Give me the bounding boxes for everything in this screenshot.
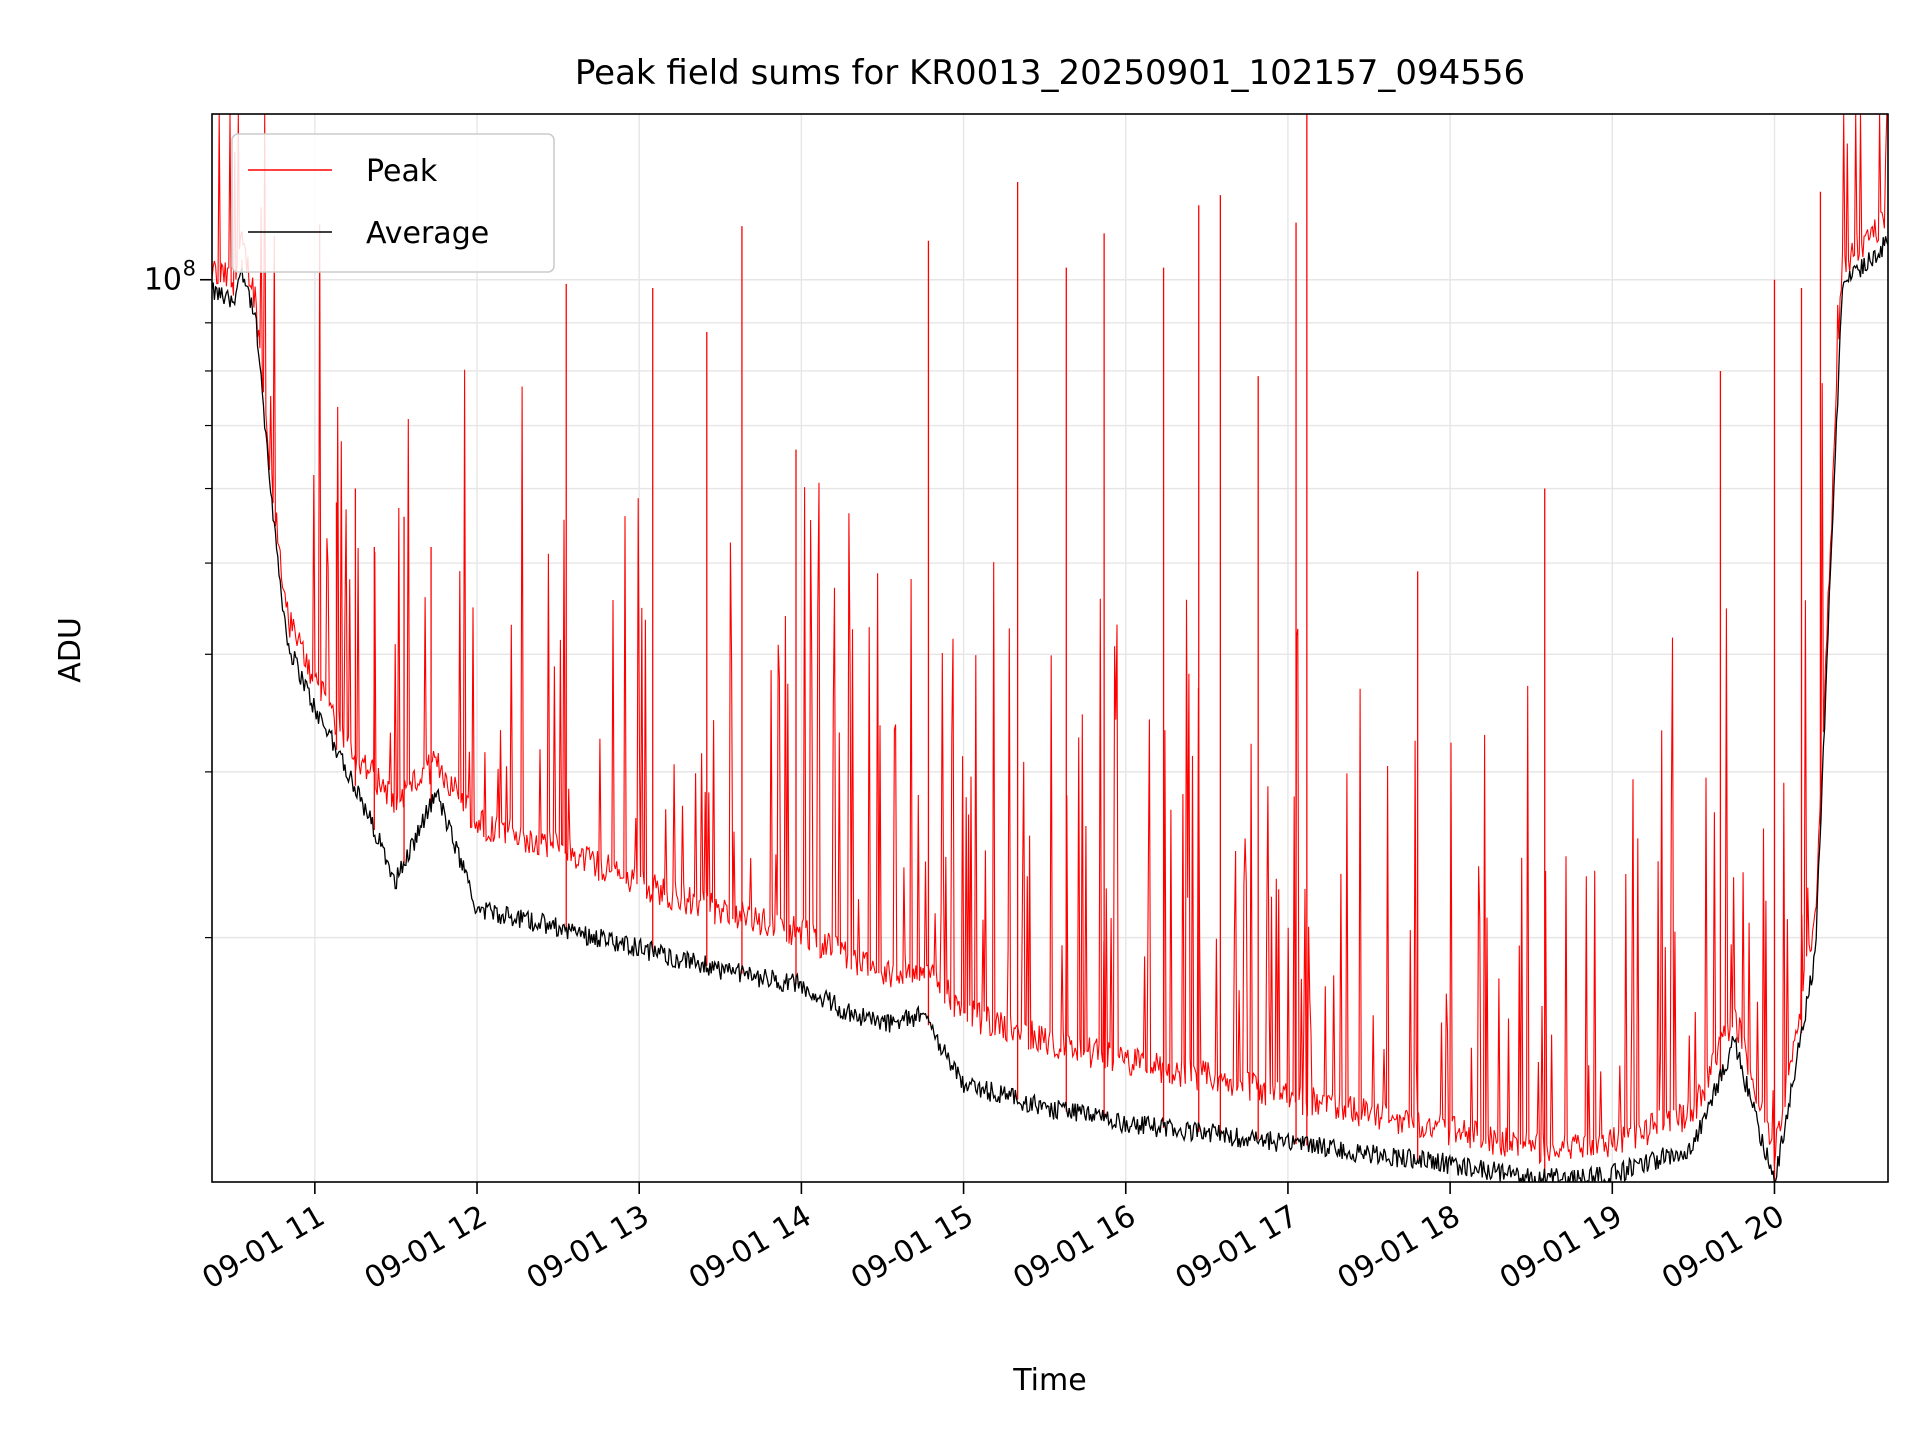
legend-label-peak: Peak bbox=[366, 154, 438, 189]
y-axis-label: ADU bbox=[53, 617, 88, 683]
legend-label-average: Average bbox=[366, 216, 489, 251]
legend: Peak Average bbox=[231, 133, 555, 273]
y-tick-label: 10 bbox=[144, 263, 182, 298]
y-tick-label-exponent: 8 bbox=[183, 257, 196, 281]
x-axis-label: Time bbox=[1012, 1363, 1086, 1398]
plot-area bbox=[212, 114, 1888, 1182]
series-line-average bbox=[212, 236, 1888, 1182]
chart-title: Peak field sums for KR0013_20250901_1021… bbox=[575, 53, 1525, 93]
plot-frame bbox=[211, 113, 1889, 1183]
legend-box bbox=[231, 133, 555, 273]
series-line-peak bbox=[212, 114, 1888, 1167]
